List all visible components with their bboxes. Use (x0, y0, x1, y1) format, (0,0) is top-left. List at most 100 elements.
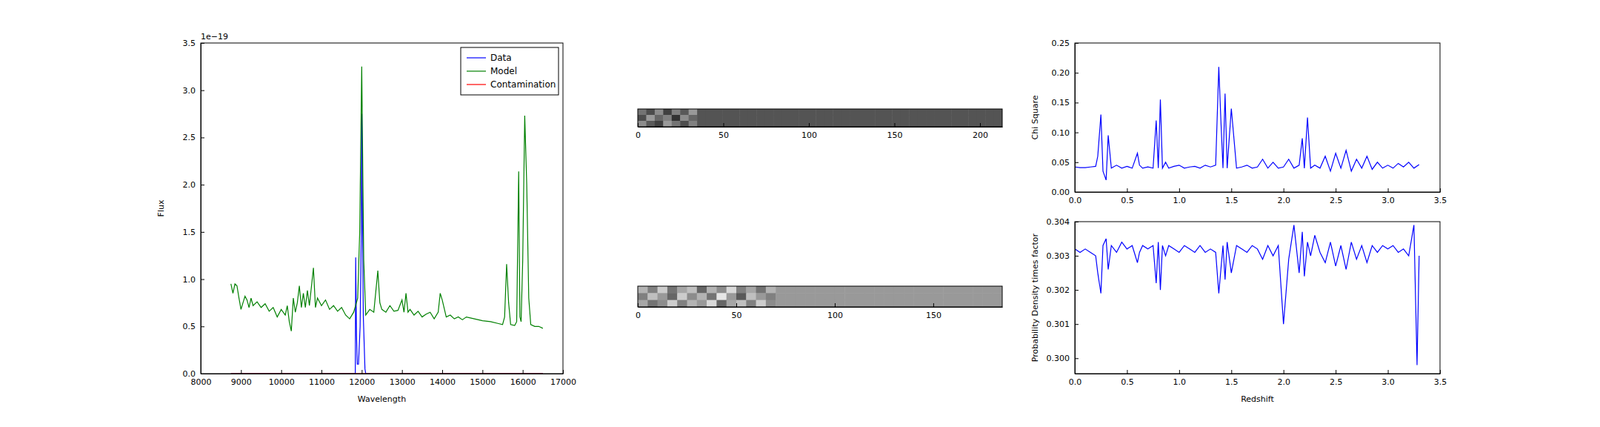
image-cell (798, 108, 808, 116)
image-cell (925, 120, 935, 127)
image-cell (825, 285, 836, 294)
legend-label: Data (490, 52, 512, 63)
y-axis-tick-label: 1.5 (182, 227, 197, 238)
image-cell (815, 120, 825, 127)
x-axis-line (638, 126, 1003, 128)
image-cell (942, 292, 954, 300)
x-axis-tick-mark (1388, 369, 1389, 374)
image-cell (841, 114, 851, 122)
series-line (1074, 225, 1420, 366)
image-cell (637, 285, 649, 294)
image-cell (994, 114, 1003, 122)
y-axis-tick-mark (200, 184, 205, 186)
y-axis-tick-mark (1074, 42, 1079, 44)
image-cell (815, 108, 825, 116)
y-axis-tick-label: 0.5 (182, 321, 197, 332)
image-cell (891, 114, 901, 122)
image-cell (942, 300, 954, 307)
y-axis-tick-mark (200, 231, 205, 233)
x-axis-tick: 3.0 (1381, 369, 1395, 387)
y-axis-title: Chi Square (1030, 94, 1040, 140)
image-cell (765, 120, 775, 127)
image-cell (977, 114, 986, 122)
image-cell (824, 114, 834, 122)
image-cell (773, 114, 783, 122)
image-cell (883, 292, 895, 300)
image-cell (960, 120, 969, 127)
plot-area (637, 108, 1003, 127)
y-axis-tick: 0.301 (1046, 319, 1080, 329)
x-axis-tick: 10000 (268, 369, 295, 387)
image-cell (756, 108, 766, 116)
image-cell (647, 300, 658, 307)
y-axis-tick: 0.00 (1051, 187, 1080, 198)
image-cell (637, 120, 647, 127)
x-axis-tick-label: 0 (635, 130, 641, 140)
x-axis-tick-mark (736, 302, 738, 307)
image-cell (782, 120, 792, 127)
image-cell (785, 285, 796, 294)
image-cell (756, 292, 767, 300)
image-cell (832, 108, 842, 116)
x-axis-line (1075, 373, 1441, 375)
image-cell (883, 300, 895, 307)
line-chart: 0.00.51.01.52.02.53.03.50.000.050.100.15… (1030, 38, 1447, 206)
image-cell (908, 108, 918, 116)
image-cell (697, 292, 708, 300)
x-axis-tick-label: 2.5 (1329, 377, 1343, 387)
x-axis-tick-label: 3.0 (1381, 195, 1395, 206)
y-axis-tick-label: 0.20 (1051, 68, 1071, 78)
x-axis-tick-mark (1126, 188, 1128, 192)
x-axis-tick-mark (1126, 369, 1128, 374)
plot-frame (200, 42, 563, 374)
image-cell (756, 300, 767, 307)
image-cell (671, 114, 681, 122)
image-cell (841, 108, 851, 116)
x-axis-tick-label: 15000 (469, 377, 496, 387)
y-axis-tick-mark (1074, 255, 1079, 257)
image-cell (726, 292, 738, 300)
x-axis-tick-label: 50 (718, 130, 729, 140)
image-cell (748, 108, 758, 116)
x-axis-tick: 200 (972, 122, 989, 140)
image-cell (739, 108, 749, 116)
image-cell (736, 285, 747, 294)
image-cell (994, 108, 1003, 116)
image-cell (934, 114, 943, 122)
x-axis-tick-label: 200 (972, 130, 989, 140)
image-cell (726, 285, 738, 294)
image-cell (677, 292, 688, 300)
image-cell (688, 120, 698, 127)
image-cell (705, 108, 715, 116)
image-cell (864, 292, 875, 300)
x-axis-tick-mark (402, 369, 403, 374)
image-cell (894, 300, 905, 307)
image-cell (671, 120, 681, 127)
image-cell (671, 108, 681, 116)
image-cell (739, 120, 749, 127)
image-cell (697, 285, 708, 294)
image-cell (894, 285, 905, 294)
x-axis-tick: 0.5 (1120, 369, 1135, 387)
x-axis-tick: 0 (635, 122, 641, 140)
y-axis-tick-label: 0.304 (1046, 217, 1071, 227)
image-cell (706, 292, 718, 300)
x-axis-tick-label: 0.5 (1120, 195, 1135, 206)
line-chart: 8000900010000110001200013000140001500016… (156, 31, 577, 404)
image-cell (854, 292, 866, 300)
y-axis-title: Flux (156, 199, 166, 217)
x-axis-tick: 3.5 (1434, 188, 1448, 206)
image-cell (992, 285, 1003, 294)
image-cell (686, 285, 698, 294)
x-axis-tick: 0 (635, 302, 641, 320)
y-axis-tick-label: 0.10 (1051, 128, 1071, 138)
x-axis-tick: 150 (886, 122, 903, 140)
image-cell (662, 114, 672, 122)
image-cell (714, 114, 723, 122)
image-cell (982, 300, 993, 307)
image-cell (790, 108, 800, 116)
image-cell (657, 300, 669, 307)
image-cell (736, 292, 747, 300)
legend-swatch (466, 83, 486, 85)
x-axis-tick-mark (1231, 188, 1232, 192)
